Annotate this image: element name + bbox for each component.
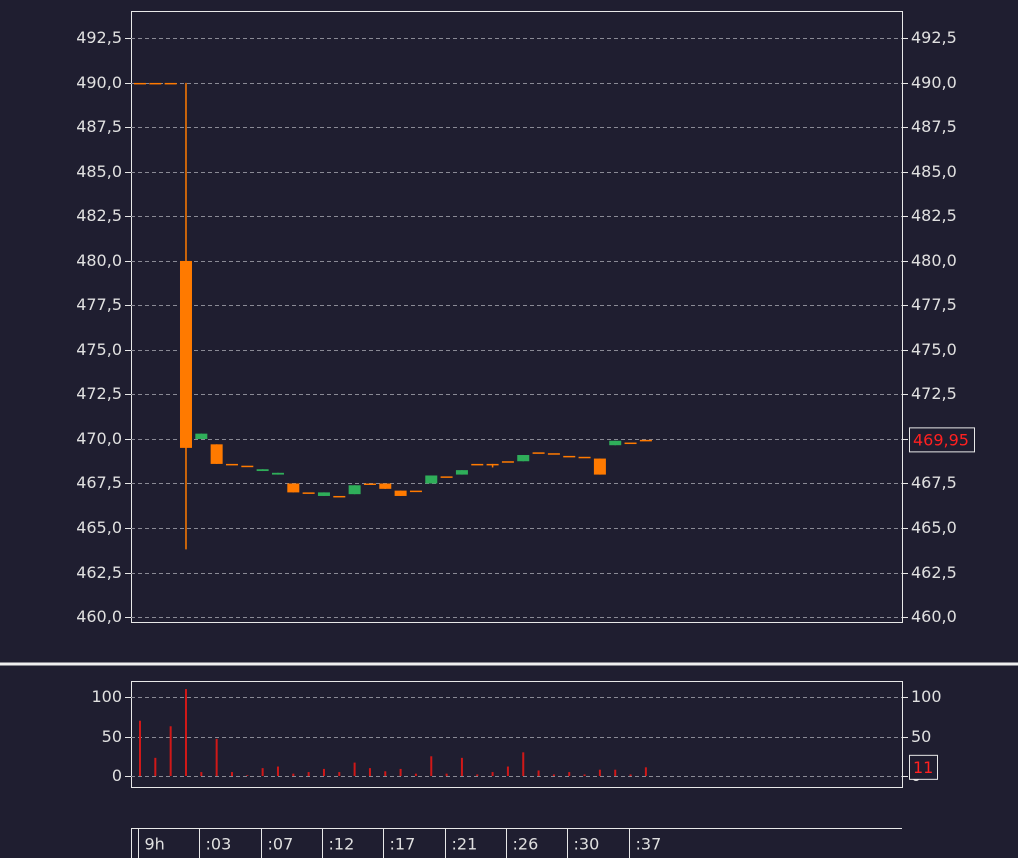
y-tick-label: 462,5 xyxy=(76,563,122,582)
candle-body xyxy=(486,463,499,466)
y-tick-label: 477,5 xyxy=(911,295,957,314)
x-tick-label: :07 xyxy=(268,835,294,854)
y-tick-label: 467,5 xyxy=(76,473,122,492)
y-tick-label: 490,0 xyxy=(76,73,122,92)
y-tick-label: 475,0 xyxy=(911,340,957,359)
y-tick-label: 487,5 xyxy=(76,117,122,136)
candle-body xyxy=(348,485,361,495)
y-tick-label: 462,5 xyxy=(911,563,957,582)
candle-body xyxy=(134,82,146,85)
x-tick-label: :12 xyxy=(329,835,355,854)
candle-body xyxy=(409,490,422,493)
y-tick-label: 487,5 xyxy=(911,117,957,136)
x-tick-label: :03 xyxy=(206,835,232,854)
y-tick-label: 475,0 xyxy=(76,340,122,359)
candle-body xyxy=(241,465,254,468)
candle-body xyxy=(225,463,238,466)
y-tick-label: 465,0 xyxy=(76,518,122,537)
candle-body xyxy=(639,439,652,442)
y-tick-label: 482,5 xyxy=(76,206,122,225)
y-tick-label: 460,0 xyxy=(76,607,122,626)
y-tick-label: 460,0 xyxy=(911,607,957,626)
y-tick-label: 465,0 xyxy=(911,518,957,537)
candle-body xyxy=(302,492,315,494)
y-tick-label: 485,0 xyxy=(76,162,122,181)
last-price-label: 469,95 xyxy=(913,430,969,449)
y-tick-label: 100 xyxy=(911,687,942,706)
y-tick-label: 482,5 xyxy=(911,206,957,225)
candle-body xyxy=(609,440,622,446)
volume-panel xyxy=(131,681,903,788)
x-tick-label: :30 xyxy=(574,835,600,854)
y-tick-label: 0 xyxy=(112,766,122,785)
candle-body xyxy=(455,470,468,475)
candle-body xyxy=(563,455,576,458)
y-tick-label: 477,5 xyxy=(76,295,122,314)
candle-body xyxy=(532,452,545,454)
y-tick-label: 490,0 xyxy=(911,73,957,92)
candle-body xyxy=(195,433,208,439)
x-tick-label: :21 xyxy=(452,835,478,854)
x-tick-label: :26 xyxy=(513,835,539,854)
y-tick-label: 50 xyxy=(911,727,931,746)
candle-body xyxy=(440,476,453,478)
candle-body xyxy=(593,458,606,475)
candle-body xyxy=(210,444,223,464)
x-tick-label: :37 xyxy=(636,835,662,854)
candle-body xyxy=(271,472,284,475)
candle-body xyxy=(394,490,407,496)
candle-body xyxy=(501,461,514,463)
last-price-box xyxy=(909,427,975,453)
y-tick-label: 472,5 xyxy=(76,384,122,403)
x-tick-label: :17 xyxy=(390,835,416,854)
candle-body xyxy=(578,456,591,459)
candle-body xyxy=(287,483,300,493)
candle-body xyxy=(471,463,484,466)
y-tick-label: 100 xyxy=(91,687,122,706)
last-volume-label: 11 xyxy=(913,758,933,777)
y-tick-label: 467,5 xyxy=(911,473,957,492)
candle-body xyxy=(624,442,637,445)
y-tick-label: 492,5 xyxy=(76,28,122,47)
y-tick-label: 480,0 xyxy=(76,251,122,270)
candle-body xyxy=(363,483,376,485)
y-tick-label: 50 xyxy=(102,727,122,746)
y-tick-label: 470,0 xyxy=(76,429,122,448)
candle-body xyxy=(333,495,346,498)
candle-body xyxy=(517,455,530,462)
candle-body xyxy=(379,483,392,489)
candle-body xyxy=(149,82,162,85)
price-panel xyxy=(131,11,903,623)
candle-body xyxy=(164,82,177,85)
last-volume-box xyxy=(909,754,938,780)
y-tick-label: 480,0 xyxy=(911,251,957,270)
candle-body xyxy=(256,469,269,472)
y-tick-label: 472,5 xyxy=(911,384,957,403)
candle-body xyxy=(179,260,192,448)
y-tick-label: 492,5 xyxy=(911,28,957,47)
x-tick-label: 9h xyxy=(145,835,165,854)
candle-body xyxy=(317,492,330,496)
candle-body xyxy=(425,475,438,484)
y-tick-label: 485,0 xyxy=(911,162,957,181)
candle-body xyxy=(547,453,560,455)
